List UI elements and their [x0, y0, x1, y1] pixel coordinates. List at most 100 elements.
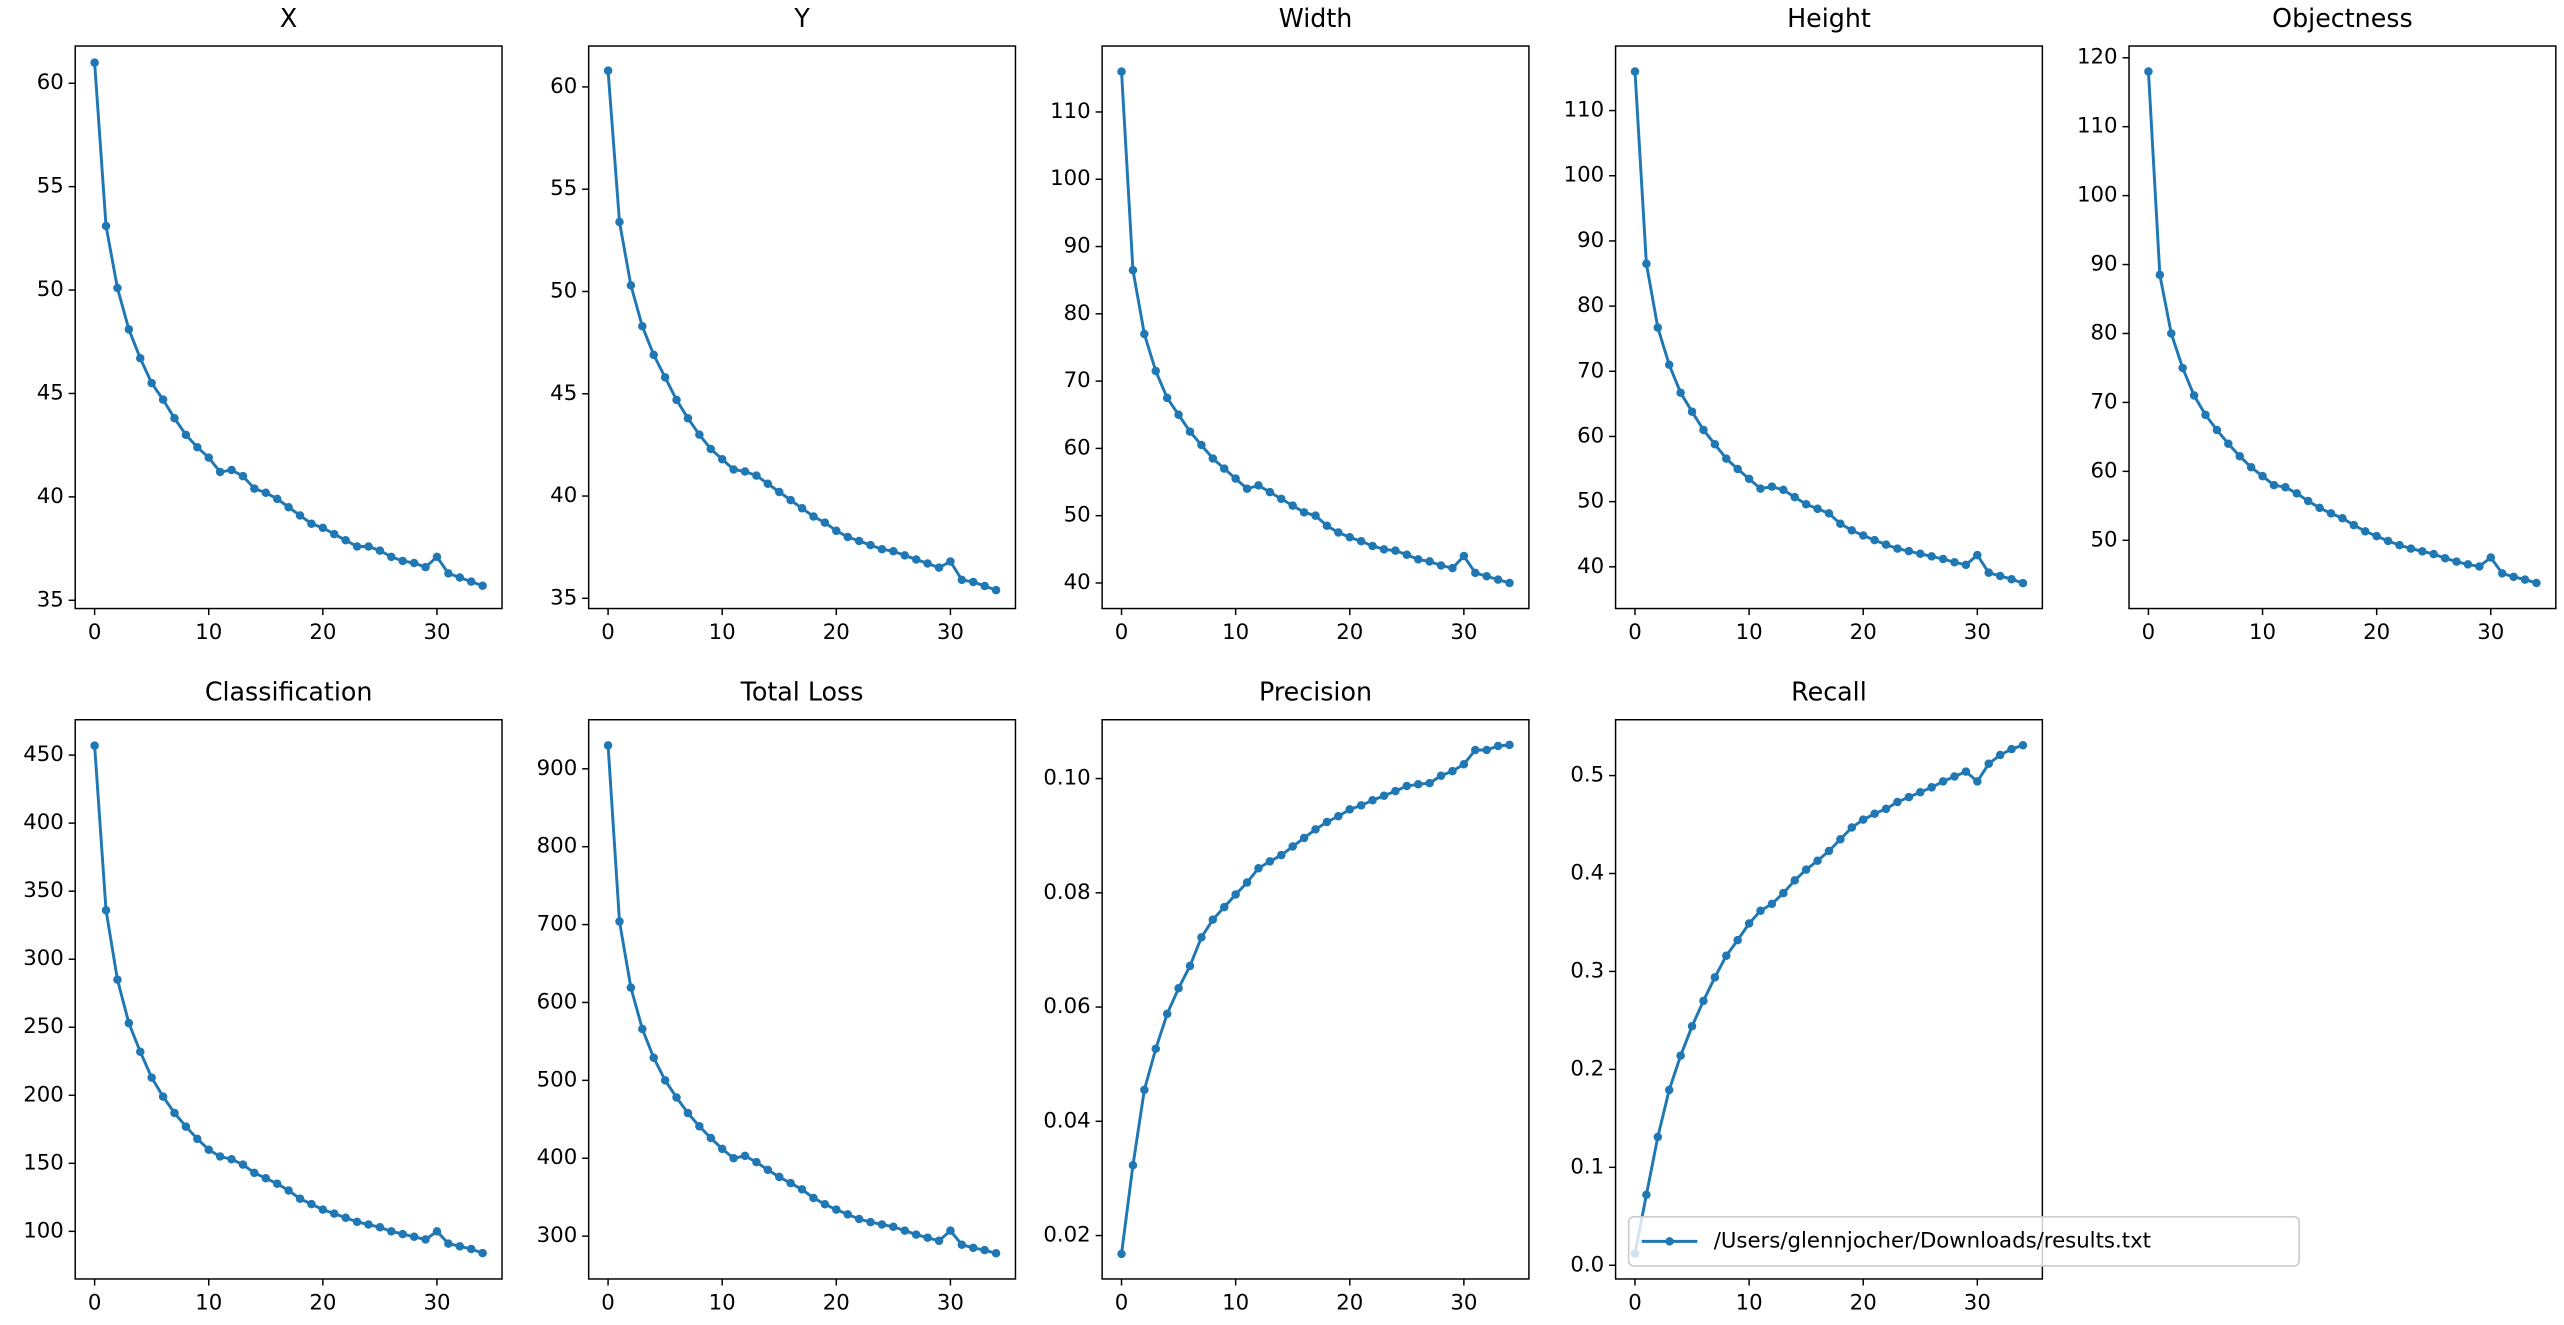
x-tick-label: 0: [88, 620, 102, 645]
point: [1140, 1085, 1149, 1095]
point: [1117, 67, 1126, 76]
x-tick-label: 10: [1736, 1291, 1763, 1316]
point: [854, 536, 864, 546]
point: [421, 1235, 430, 1244]
point: [2018, 578, 2028, 588]
point: [1162, 393, 1172, 403]
point: [1710, 440, 1720, 449]
point: [1242, 484, 1252, 494]
point: [1870, 809, 1879, 819]
point: [1699, 996, 1708, 1006]
point: [1710, 973, 1720, 982]
point: [1676, 1051, 1685, 1060]
subplot-title: Height: [1787, 3, 1871, 33]
point: [421, 562, 430, 572]
y-tick-label: 35: [37, 587, 64, 612]
point: [136, 354, 145, 363]
series-line: [93, 745, 484, 1255]
y-tick-label: 450: [23, 742, 64, 767]
point: [1162, 1009, 1172, 1019]
point: [603, 66, 613, 75]
point: [1368, 541, 1377, 551]
point: [729, 465, 738, 474]
point: [980, 1245, 989, 1255]
x-tick-label: 30: [1450, 1291, 1477, 1316]
point: [1334, 812, 1343, 821]
point: [900, 551, 910, 560]
subplot: Recall 0.0 0.1 0.2 0.3 0.4 0.5 0 10 20 30/Users/gl…: [1570, 677, 2300, 1316]
point: [672, 1093, 681, 1102]
y-tick-label: 50: [2091, 527, 2118, 552]
point: [797, 1185, 807, 1194]
point: [1779, 888, 1788, 898]
point: [1676, 388, 1685, 398]
y-tick-label: 50: [550, 278, 577, 303]
point: [193, 1134, 202, 1144]
y-tick-label: 800: [537, 834, 578, 859]
y-tick-label: 60: [37, 70, 64, 95]
point: [387, 552, 396, 562]
subplot-title: Classification: [205, 677, 373, 707]
point: [238, 1160, 248, 1169]
point: [1231, 474, 1240, 483]
point: [307, 1199, 316, 1209]
point: [124, 325, 134, 334]
point: [2497, 569, 2507, 578]
point: [1299, 833, 1309, 843]
point: [466, 577, 476, 586]
point: [2258, 471, 2267, 481]
point: [729, 1153, 738, 1163]
y-tick-label: 70: [1577, 358, 1604, 383]
point: [763, 1165, 773, 1175]
point: [1174, 410, 1183, 420]
point: [1402, 550, 1412, 559]
point: [227, 465, 236, 475]
x-tick-label: 10: [709, 620, 736, 645]
x-tick-label: 30: [937, 620, 964, 645]
point: [1413, 780, 1423, 789]
point: [683, 1108, 693, 1118]
point: [2361, 527, 2370, 536]
point: [752, 471, 761, 480]
point: [1459, 551, 1469, 561]
legend: /Users/glennjocher/Downloads/results.txt: [1627, 1216, 2300, 1267]
point: [318, 1205, 328, 1214]
point: [409, 558, 419, 568]
x-tick-label: 10: [1222, 1291, 1249, 1316]
subplot-title: Width: [1279, 3, 1353, 33]
point: [2315, 503, 2324, 513]
point: [1687, 1022, 1697, 1031]
x-tick-label: 30: [937, 1291, 964, 1316]
point: [2463, 560, 2473, 569]
point: [1653, 323, 1663, 332]
x-tick-label: 0: [88, 1291, 102, 1316]
point: [1687, 407, 1697, 416]
point: [147, 378, 156, 388]
axes-frame: [1614, 45, 2044, 610]
point: [2235, 451, 2244, 461]
x-tick-label: 20: [2363, 620, 2390, 645]
point: [478, 1248, 487, 1258]
point: [1471, 745, 1480, 755]
point: [1254, 864, 1263, 873]
point: [2224, 439, 2233, 449]
point: [193, 442, 202, 452]
subplot: Objectness 50 60 70 80 90 100 110 120 0 10 20 30: [2077, 3, 2557, 645]
x-tick-label: 30: [1964, 1291, 1991, 1316]
y-tick-label: 120: [2077, 45, 2118, 70]
point: [1208, 915, 1218, 924]
point: [181, 430, 191, 440]
point: [1870, 535, 1879, 545]
axes-frame: [2128, 45, 2557, 610]
point: [1950, 558, 1959, 567]
point: [2383, 536, 2393, 546]
point: [1151, 366, 1161, 376]
point: [2372, 531, 2381, 541]
point: [2167, 329, 2176, 338]
point: [1379, 545, 1389, 554]
point: [946, 1226, 955, 1235]
point: [409, 1232, 419, 1242]
point: [1425, 557, 1434, 566]
x-tick-label: 0: [1115, 620, 1129, 645]
point: [968, 1243, 978, 1253]
